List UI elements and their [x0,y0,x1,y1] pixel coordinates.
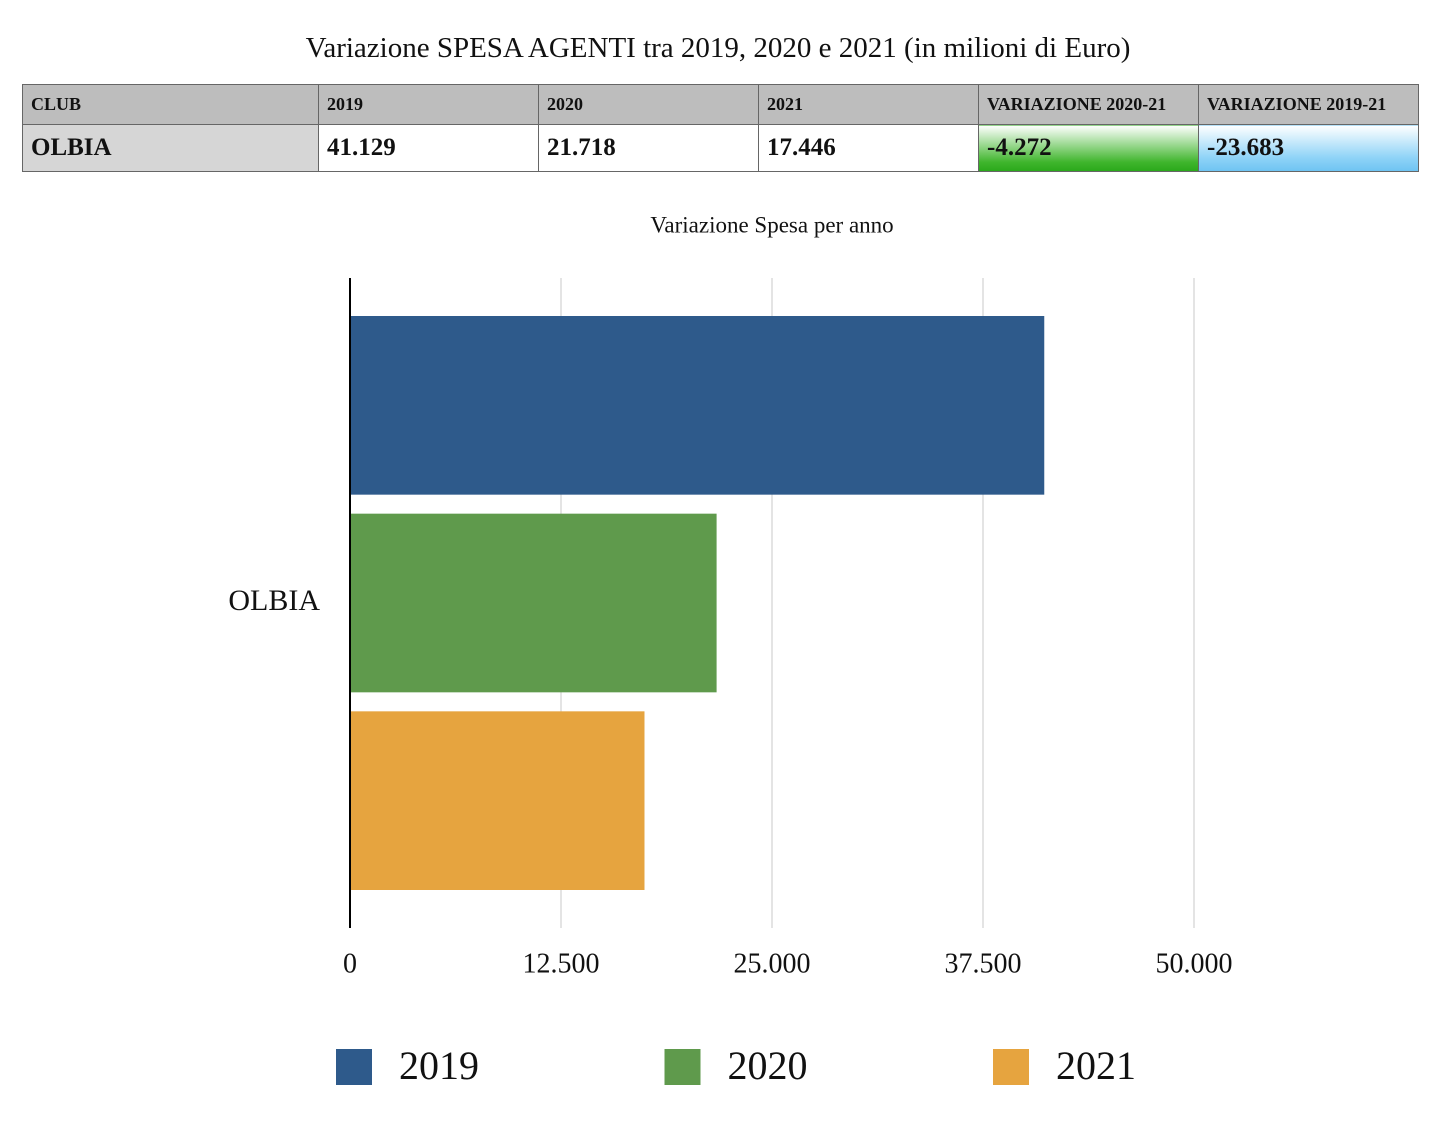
header-cell: VARIAZIONE 2019-21 [1198,84,1419,125]
data-table: CLUB 2019 2020 2021 VARIAZIONE 2020-21 VARIAZ… [22,84,1419,172]
legend-swatch [993,1049,1029,1085]
page-title: Variazione SPESA AGENTI tra 2019, 2020 e… [305,32,1131,64]
legend-label: 2021 [1056,1043,1136,1088]
legend-swatch [664,1049,701,1085]
legend-swatch [336,1049,372,1085]
x-tick-label: 37.500 [945,948,1022,979]
x-tick-label: 25.000 [734,948,811,979]
y-tick-label: OLBIA [228,584,320,617]
cell: OLBIA [22,124,319,172]
x-tick-label: 0 [343,948,357,979]
cell: 21.718 [538,124,759,172]
header-cell: 2021 [758,84,979,125]
bar [350,316,1045,495]
x-tick-label: 12.500 [523,948,600,979]
header-cell: 2019 [318,84,539,125]
chart-title: Variazione Spesa per anno [650,212,893,237]
x-tick-label: 50.000 [1156,948,1233,979]
header-cell: 2020 [538,84,759,125]
cell: -4.272 [978,124,1199,172]
cell: 17.446 [758,124,979,172]
header-cell: CLUB [22,84,319,125]
data-row: OLBIA 41.129 21.718 17.446 -4.272 -23.683 [22,124,1419,172]
header-row: CLUB 2019 2020 2021 VARIAZIONE 2020-21 VARIAZ… [22,84,1419,125]
legend-label: 2019 [399,1043,479,1088]
header-cell: VARIAZIONE 2020-21 [978,84,1199,125]
legend-label: 2020 [728,1043,808,1088]
cell: 41.129 [318,124,539,172]
bar [350,513,717,693]
bar [350,711,645,890]
cell: -23.683 [1198,124,1419,172]
